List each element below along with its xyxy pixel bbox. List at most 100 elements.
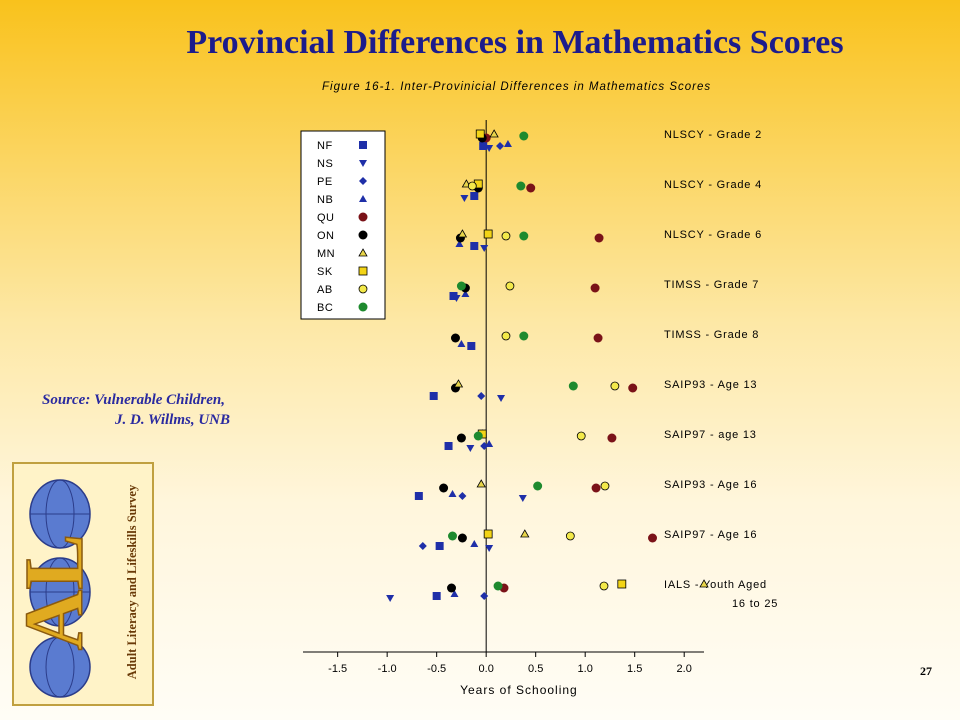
x-tick-label: -0.5 bbox=[427, 663, 446, 675]
point-ns bbox=[485, 545, 494, 552]
point-bc bbox=[456, 281, 466, 291]
point-sk bbox=[483, 529, 493, 539]
point-qu bbox=[607, 433, 617, 443]
point-mn bbox=[453, 379, 464, 388]
legend-label-pe: PE bbox=[317, 176, 333, 188]
point-ab bbox=[467, 181, 477, 191]
slide-title: Provincial Differences in Mathematics Sc… bbox=[186, 24, 844, 61]
legend-marker-sk bbox=[358, 266, 368, 276]
point-on bbox=[447, 583, 457, 593]
legend-marker-pe bbox=[359, 177, 367, 185]
legend-marker-on bbox=[358, 230, 368, 240]
point-pe bbox=[418, 542, 427, 550]
point-nf bbox=[432, 592, 441, 600]
point-bc bbox=[533, 481, 543, 491]
x-tick-label: 0.0 bbox=[479, 663, 494, 675]
point-ns bbox=[485, 145, 494, 152]
point-ns bbox=[466, 445, 475, 452]
point-mn bbox=[457, 229, 468, 238]
point-nb bbox=[455, 240, 464, 247]
legend-label-mn: MN bbox=[317, 248, 335, 260]
point-nb bbox=[448, 490, 457, 497]
point-sk bbox=[617, 579, 627, 589]
x-tick-label: -1.0 bbox=[378, 663, 397, 675]
point-nf bbox=[479, 142, 488, 150]
point-qu bbox=[590, 283, 600, 293]
point-nf bbox=[429, 392, 438, 400]
point-nf bbox=[414, 492, 423, 500]
point-bc bbox=[493, 581, 503, 591]
legend-marker-bc bbox=[358, 302, 368, 312]
point-ns bbox=[518, 495, 527, 502]
point-ab bbox=[505, 281, 515, 291]
category-label: IALS - Youth Aged bbox=[664, 579, 767, 591]
point-qu bbox=[628, 383, 638, 393]
point-on bbox=[450, 333, 460, 343]
point-ab bbox=[610, 381, 620, 391]
point-mn bbox=[476, 479, 486, 488]
point-bc bbox=[519, 231, 529, 241]
legend-marker-ns bbox=[359, 160, 367, 167]
legend-marker-qu bbox=[358, 212, 368, 222]
point-ab bbox=[599, 581, 609, 591]
point-nf bbox=[435, 542, 444, 550]
point-qu bbox=[648, 533, 658, 543]
point-nf bbox=[444, 442, 453, 450]
point-sk bbox=[483, 229, 493, 239]
point-bc bbox=[568, 381, 578, 391]
point-nb bbox=[450, 590, 459, 597]
point-pe bbox=[458, 492, 467, 500]
category-label: SAIP97 - Age 16 bbox=[664, 529, 757, 541]
point-sk bbox=[475, 129, 485, 139]
category-label: NLSCY - Grade 6 bbox=[664, 229, 762, 241]
point-ns bbox=[460, 195, 469, 202]
x-tick-label: 0.5 bbox=[528, 663, 543, 675]
point-ns bbox=[386, 595, 395, 602]
category-label: SAIP97 - age 13 bbox=[664, 429, 757, 441]
category-label: TIMSS - Grade 8 bbox=[664, 329, 759, 341]
legend-label-qu: QU bbox=[317, 212, 335, 224]
legend-box bbox=[300, 130, 386, 320]
point-bc bbox=[448, 531, 458, 541]
point-pe bbox=[496, 142, 505, 150]
source-line-2: J. D. Willms, UNB bbox=[115, 412, 231, 428]
point-ns bbox=[452, 295, 461, 302]
x-tick-label: 1.5 bbox=[627, 663, 642, 675]
logo-mark: AL bbox=[12, 534, 101, 651]
legend-marker-nb bbox=[359, 195, 367, 202]
point-pe bbox=[480, 442, 489, 450]
point-pe bbox=[480, 592, 489, 600]
point-ab bbox=[501, 231, 511, 241]
point-mn bbox=[489, 129, 499, 138]
point-bc bbox=[473, 431, 483, 441]
globe-icon bbox=[29, 479, 91, 698]
legend-label-ab: AB bbox=[317, 284, 333, 296]
point-ab bbox=[501, 331, 511, 341]
point-nb bbox=[503, 140, 512, 147]
legend-label-nf: NF bbox=[317, 140, 333, 152]
point-ab bbox=[600, 481, 610, 491]
point-ns bbox=[480, 245, 489, 252]
point-nf bbox=[470, 242, 479, 250]
legend-label-on: ON bbox=[317, 230, 335, 242]
page-number: 27 bbox=[920, 664, 932, 678]
point-bc bbox=[516, 181, 526, 191]
x-tick-label: 2.0 bbox=[677, 663, 692, 675]
point-ab bbox=[576, 431, 586, 441]
point-mn bbox=[699, 579, 709, 588]
category-label: TIMSS - Grade 7 bbox=[664, 279, 759, 291]
legend-marker-ab bbox=[358, 284, 368, 294]
legend-marker-nf bbox=[359, 141, 367, 149]
point-nb bbox=[470, 540, 479, 547]
point-on bbox=[456, 433, 466, 443]
chart-title: Figure 16-1. Inter-Provinicial Differenc… bbox=[322, 81, 712, 93]
x-tick-label: 1.0 bbox=[578, 663, 593, 675]
point-bc bbox=[519, 331, 529, 341]
point-mn bbox=[520, 529, 530, 538]
point-qu bbox=[526, 183, 536, 193]
x-tick-label: -1.5 bbox=[328, 663, 347, 675]
legend-label-nb: NB bbox=[317, 194, 333, 206]
legend-label-ns: NS bbox=[317, 158, 333, 170]
category-label: SAIP93 - Age 13 bbox=[664, 379, 757, 391]
